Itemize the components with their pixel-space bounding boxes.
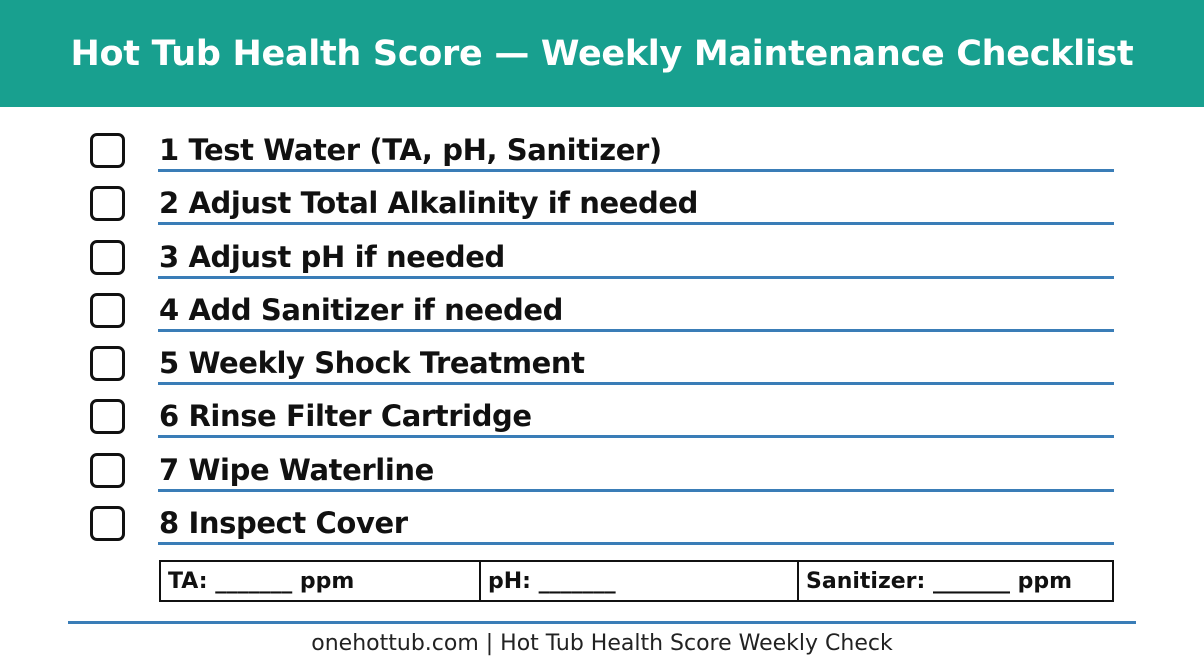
checkbox[interactable] xyxy=(90,186,125,221)
checklist-item: 2 Adjust Total Alkalinity if needed xyxy=(0,177,1204,230)
ta-reading-field[interactable]: TA: _______ ppm xyxy=(168,568,355,594)
checklist-item-label: 4 Add Sanitizer if needed xyxy=(159,293,563,327)
checkbox[interactable] xyxy=(90,506,125,541)
checklist-item-label: 8 Inspect Cover xyxy=(159,506,408,540)
checklist-item-label: 7 Wipe Waterline xyxy=(159,453,434,487)
checkbox[interactable] xyxy=(90,399,125,434)
checklist-item-label: 1 Test Water (TA, pH, Sanitizer) xyxy=(159,133,662,167)
footer-divider xyxy=(68,621,1136,624)
checkbox[interactable] xyxy=(90,346,125,381)
checkbox[interactable] xyxy=(90,293,125,328)
checklist-item-label: 5 Weekly Shock Treatment xyxy=(159,346,585,380)
row-divider xyxy=(158,276,1114,279)
checklist-item: 6 Rinse Filter Cartridge xyxy=(0,390,1204,443)
row-divider xyxy=(158,169,1114,172)
checklist-item: 5 Weekly Shock Treatment xyxy=(0,337,1204,390)
row-divider xyxy=(158,542,1114,545)
checkbox[interactable] xyxy=(90,453,125,488)
checklist-item: 8 Inspect Cover xyxy=(0,497,1204,550)
checklist-item: 4 Add Sanitizer if needed xyxy=(0,284,1204,337)
ph-reading-field[interactable]: pH: _______ xyxy=(479,562,797,600)
row-divider xyxy=(158,382,1114,385)
row-divider xyxy=(158,222,1114,225)
checklist-item: 3 Adjust pH if needed xyxy=(0,231,1204,284)
footer-text: onehottub.com | Hot Tub Health Score Wee… xyxy=(311,631,893,656)
checklist-item: 7 Wipe Waterline xyxy=(0,444,1204,497)
row-divider xyxy=(158,435,1114,438)
page-title: Hot Tub Health Score — Weekly Maintenanc… xyxy=(70,33,1134,74)
sanitizer-reading-field[interactable]: Sanitizer: _______ ppm xyxy=(797,562,1112,600)
readings-table: TA: _______ ppm pH: _______ Sanitizer: _… xyxy=(159,560,1114,602)
checklist-item-label: 3 Adjust pH if needed xyxy=(159,240,505,274)
header-banner: Hot Tub Health Score — Weekly Maintenanc… xyxy=(0,0,1204,107)
checkbox[interactable] xyxy=(90,133,125,168)
row-divider xyxy=(158,489,1114,492)
checklist-item-label: 2 Adjust Total Alkalinity if needed xyxy=(159,186,698,220)
checklist-item-label: 6 Rinse Filter Cartridge xyxy=(159,399,532,433)
row-divider xyxy=(158,329,1114,332)
checklist-item: 1 Test Water (TA, pH, Sanitizer) xyxy=(0,124,1204,177)
checkbox[interactable] xyxy=(90,240,125,275)
